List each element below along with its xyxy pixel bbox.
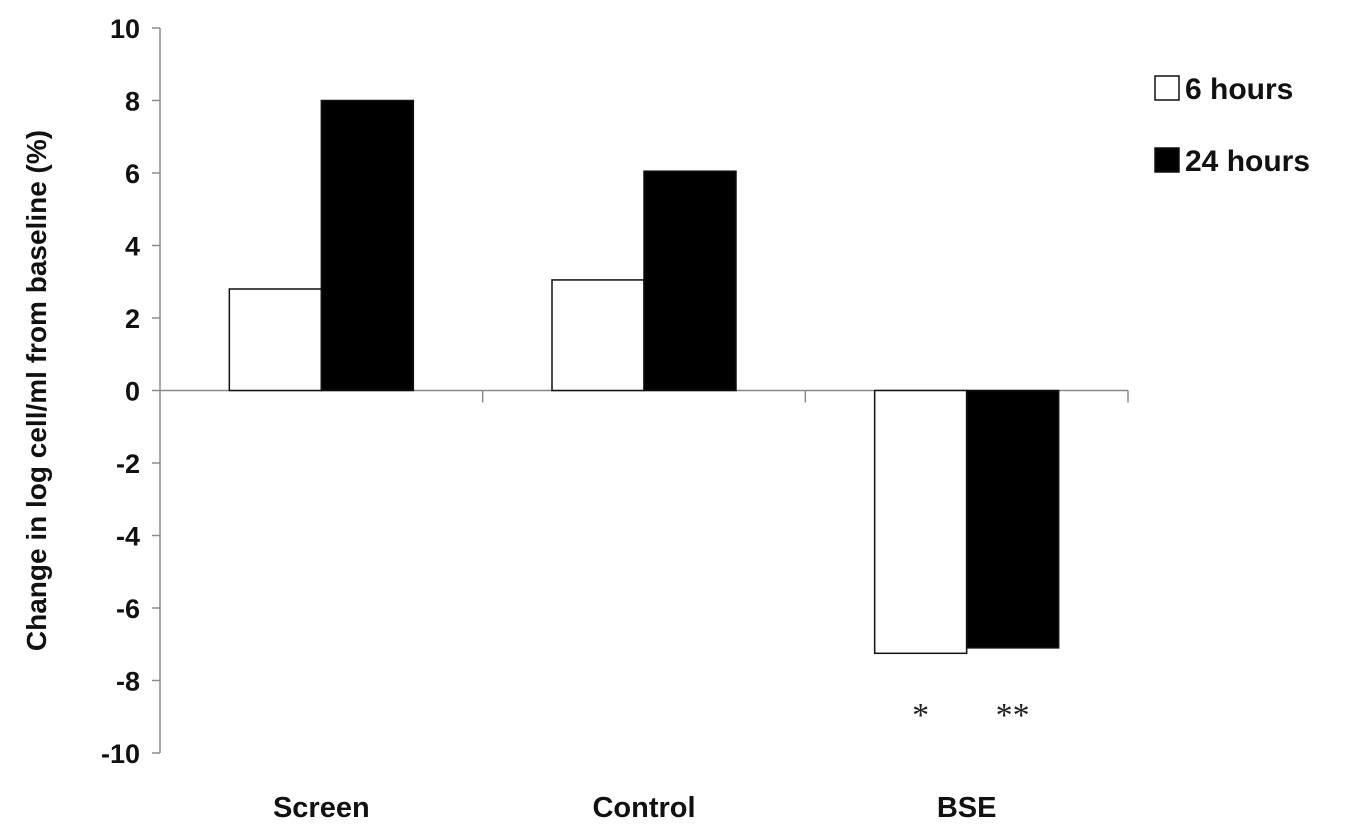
y-tick-label: -4 <box>116 522 140 552</box>
y-tick-label: -8 <box>116 667 140 697</box>
significance-annotation: * <box>912 697 929 734</box>
y-tick-label: -10 <box>101 739 140 769</box>
x-category-label: Control <box>592 792 695 824</box>
bars <box>228 99 1060 655</box>
y-tick-label: -2 <box>116 449 140 479</box>
legend: 6 hours 24 hours <box>1154 73 1310 178</box>
legend-label: 6 hours <box>1185 73 1293 106</box>
y-tick-label: 4 <box>125 232 140 262</box>
legend-swatch <box>1154 75 1180 101</box>
y-tick-label: 6 <box>125 159 140 189</box>
y-axis-label: Change in log cell/ml from baseline (%) <box>21 130 52 651</box>
x-category-label: Screen <box>273 792 370 824</box>
y-tick-label: -6 <box>116 594 140 624</box>
y-tick-label: 8 <box>125 87 140 117</box>
y-tick-label: 10 <box>110 14 140 44</box>
legend-swatch <box>1154 147 1180 173</box>
bar-control-6-hours <box>551 279 645 392</box>
bar-control-24-hours <box>643 170 737 392</box>
y-tick-label: 0 <box>125 377 140 407</box>
bar-screen-6-hours <box>228 288 323 392</box>
x-category-label: BSE <box>937 792 997 824</box>
bar-bse-6-hours <box>873 389 968 655</box>
bar-screen-24-hours <box>320 99 415 392</box>
legend-label: 24 hours <box>1185 145 1310 178</box>
bar-bse-24-hours <box>965 389 1060 649</box>
significance-annotation: ** <box>996 697 1030 734</box>
y-tick-label: 2 <box>125 304 140 334</box>
